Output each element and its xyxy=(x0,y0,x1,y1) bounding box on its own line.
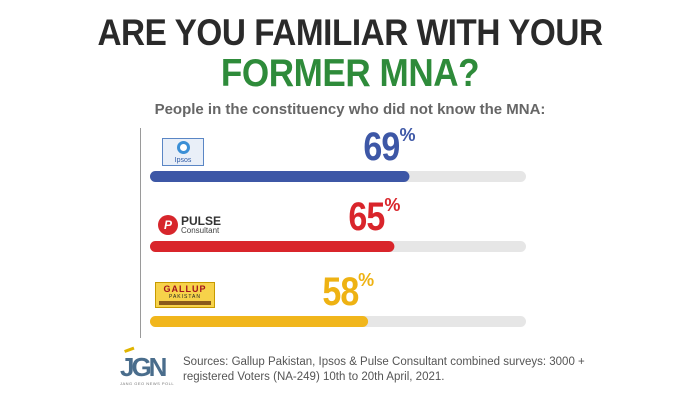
bar-ipsos xyxy=(150,171,410,182)
pulse-consultant-logo: P PULSE Consultant xyxy=(158,213,228,239)
pulse-logo-subtext: Consultant xyxy=(181,226,220,235)
gallup-logo-text: GALLUP xyxy=(163,284,207,294)
gallup-pakistan-logo: GALLUP PAKISTAN xyxy=(155,282,215,308)
chart-title-line1: ARE YOU FAMILIAR WITH YOUR xyxy=(97,12,603,53)
jgn-logo-text: JGN xyxy=(120,352,168,382)
chart-title-line2: FORMER MNA? xyxy=(220,52,480,95)
value-label-ipsos: 69% xyxy=(357,125,416,170)
gallup-logo-subtext: PAKISTAN xyxy=(169,294,201,300)
pulse-mark-icon: P xyxy=(158,215,178,235)
axis-line xyxy=(140,128,141,338)
bar-pulse xyxy=(150,241,395,252)
jgn-logo-caption: JANG GEO NEWS POLL xyxy=(120,381,175,386)
ipsos-logo: Ipsos xyxy=(162,138,204,166)
bar-layer xyxy=(150,171,526,327)
gallup-logo-band xyxy=(159,301,211,305)
jgn-poll-logo: JGN JANG GEO NEWS POLL xyxy=(120,346,178,388)
pulse-logo-text: PULSE xyxy=(181,214,222,228)
chart-subtitle: People in the constituency who did not k… xyxy=(154,101,546,118)
value-label-gallup: 58% xyxy=(316,270,374,315)
percent-sign: % xyxy=(384,195,400,215)
ipsos-logo-text: Ipsos xyxy=(174,157,192,164)
percent-sign: % xyxy=(399,125,415,145)
value-number: 58 xyxy=(322,270,359,314)
bar-gallup xyxy=(150,316,369,327)
value-number: 65 xyxy=(348,195,386,239)
value-label-pulse: 65% xyxy=(342,195,401,240)
ipsos-ring-icon xyxy=(177,141,190,154)
value-number: 69 xyxy=(363,125,401,169)
source-note: Sources: Gallup Pakistan, Ipsos & Pulse … xyxy=(183,356,585,383)
percent-sign: % xyxy=(358,270,374,290)
